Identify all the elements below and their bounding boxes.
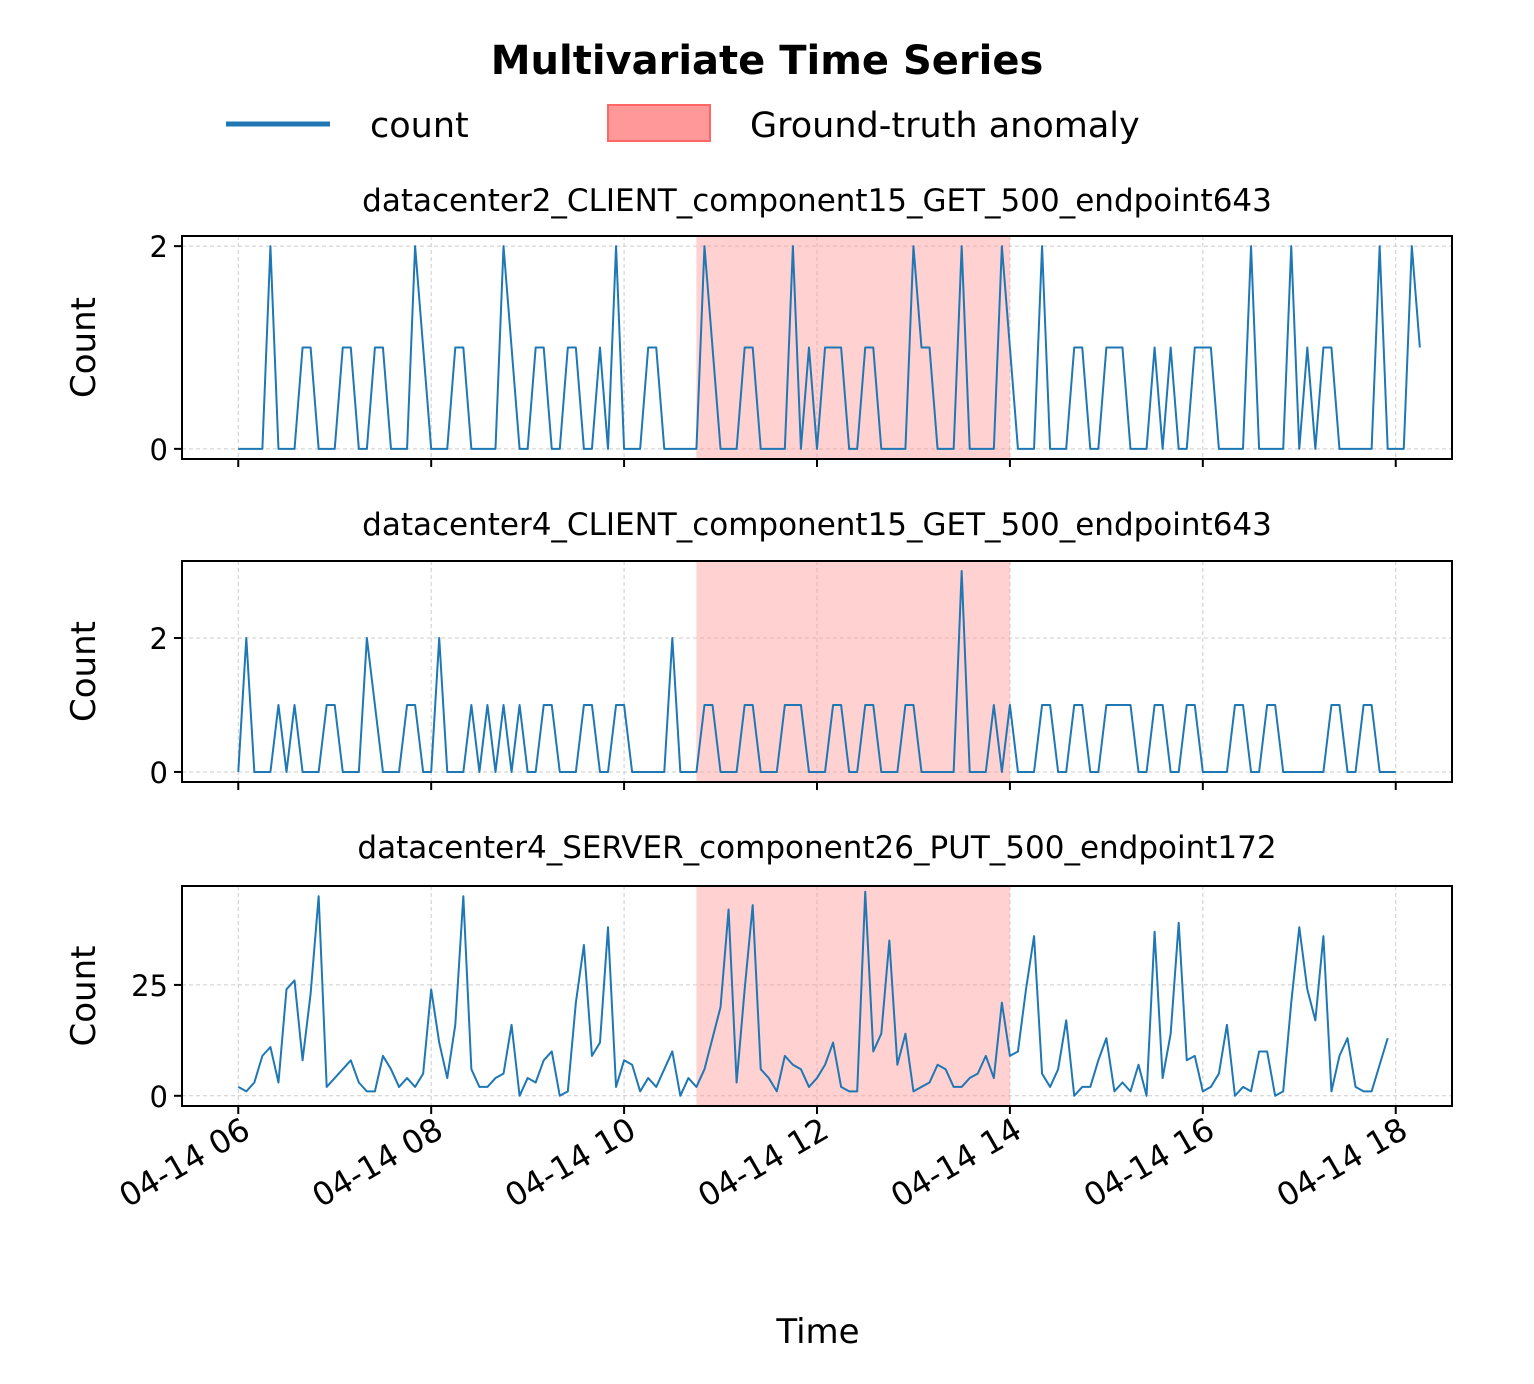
y-tick-label: 2 (150, 622, 168, 656)
panel-title: datacenter2_CLIENT_component15_GET_500_e… (362, 183, 1272, 219)
y-tick-label: 0 (150, 756, 168, 790)
panel-title: datacenter4_SERVER_component26_PUT_500_e… (357, 830, 1276, 866)
y-tick-label: 0 (150, 433, 168, 467)
panel-2: datacenter4_CLIENT_component15_GET_500_e… (64, 507, 1453, 790)
y-axis-label: Count (64, 621, 104, 722)
x-axis-label: Time (775, 1312, 859, 1352)
panels: datacenter2_CLIENT_component15_GET_500_e… (64, 183, 1453, 1114)
panel-1: datacenter2_CLIENT_component15_GET_500_e… (64, 183, 1453, 467)
series-line-count (237, 890, 1389, 1097)
y-tick-label: 25 (131, 969, 168, 1003)
y-tick-label: 2 (150, 230, 168, 264)
x-tick-label: 04-14 08 (306, 1110, 450, 1215)
x-tick-label: 04-14 16 (1077, 1110, 1221, 1215)
series-line-count (237, 570, 1396, 773)
figure-title: Multivariate Time Series (491, 38, 1044, 84)
series-line-count (238, 245, 1421, 450)
y-tick-label: 0 (150, 1080, 168, 1114)
x-tick-label: 04-14 12 (691, 1110, 835, 1215)
panel-3: datacenter4_SERVER_component26_PUT_500_e… (64, 830, 1453, 1114)
x-tick-label: 04-14 06 (113, 1110, 257, 1215)
legend: count Ground-truth anomaly (226, 104, 1140, 146)
x-tick-label: 04-14 18 (1270, 1110, 1414, 1215)
legend-anomaly-swatch (607, 104, 711, 142)
legend-anomaly-label: Ground-truth anomaly (750, 106, 1140, 146)
legend-count-label: count (370, 106, 469, 146)
x-tick-label: 04-14 14 (884, 1110, 1028, 1215)
y-axis-label: Count (64, 297, 104, 398)
panel-title: datacenter4_CLIENT_component15_GET_500_e… (362, 507, 1272, 543)
x-tick-labels: 04-14 06 04-14 08 04-14 10 04-14 12 04-14 14… (113, 1110, 1414, 1215)
y-axis-label: Count (64, 946, 104, 1047)
x-tick-label: 04-14 10 (498, 1110, 642, 1215)
anomaly-region (696, 886, 1010, 1106)
